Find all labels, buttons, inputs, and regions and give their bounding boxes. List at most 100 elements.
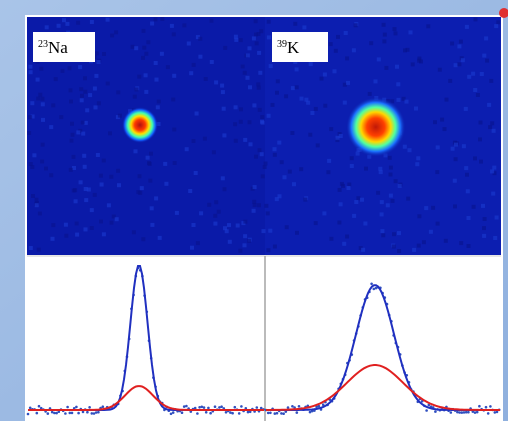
noise-pixel <box>388 172 393 177</box>
noise-pixel <box>247 120 252 125</box>
noise-pixel <box>388 165 393 170</box>
noise-pixel <box>251 36 256 41</box>
noise-pixel <box>62 18 66 23</box>
noise-pixel <box>417 214 422 219</box>
noise-pixel <box>83 89 88 94</box>
noise-pixel <box>282 175 287 180</box>
data-point <box>449 411 453 414</box>
noise-pixel <box>83 227 88 232</box>
noise-pixel <box>213 221 218 226</box>
noise-pixel <box>214 200 219 205</box>
data-point <box>94 411 98 414</box>
noise-pixel <box>96 60 101 64</box>
noise-pixel <box>277 194 282 199</box>
noise-pixel <box>83 187 88 191</box>
noise-pixel <box>433 120 437 125</box>
noise-pixel <box>252 103 257 108</box>
noise-pixel <box>268 64 273 69</box>
noise-pixel <box>117 183 121 188</box>
data-point <box>224 411 228 414</box>
noise-pixel <box>485 58 490 63</box>
noise-pixel <box>191 62 196 67</box>
noise-pixel <box>260 120 265 125</box>
noise-pixel <box>379 212 384 217</box>
noise-pixel <box>73 199 78 204</box>
noise-pixel <box>251 208 256 213</box>
noise-pixel <box>193 171 198 175</box>
noise-pixel <box>28 162 33 166</box>
data-point <box>467 410 470 414</box>
noise-pixel <box>248 85 252 90</box>
noise-pixel <box>34 203 39 208</box>
data-point <box>70 411 74 415</box>
noise-pixel <box>454 142 458 147</box>
noise-pixel <box>482 233 487 238</box>
noise-pixel <box>44 166 48 171</box>
noise-pixel <box>89 20 94 24</box>
noise-pixel <box>338 202 343 207</box>
noise-pixel <box>79 98 84 103</box>
noise-pixel <box>294 85 299 90</box>
noise-pixel <box>238 248 243 253</box>
data-point <box>425 409 428 412</box>
noise-pixel <box>28 70 33 75</box>
data-point <box>269 411 272 415</box>
data-point <box>237 412 241 415</box>
noise-pixel <box>148 178 153 183</box>
noise-pixel <box>414 106 418 111</box>
noise-pixel <box>473 156 477 161</box>
data-point <box>213 405 217 409</box>
noise-pixel <box>460 58 465 63</box>
noise-pixel <box>159 51 164 56</box>
noise-pixel <box>345 56 350 61</box>
noise-pixel <box>490 121 495 126</box>
noise-pixel <box>358 246 363 251</box>
profiles <box>26 265 501 416</box>
data-point <box>55 411 58 415</box>
noise-pixel <box>471 71 476 76</box>
noise-pixel <box>360 197 364 202</box>
noise-pixel <box>254 154 258 159</box>
noise-pixel <box>44 25 49 30</box>
noise-pixel <box>405 47 410 52</box>
noise-pixel <box>412 247 417 252</box>
noise-pixel <box>134 87 139 92</box>
data-point <box>374 286 378 290</box>
noise-pixel <box>134 46 139 51</box>
noise-pixel <box>95 153 100 157</box>
noise-pixel <box>94 73 99 78</box>
noise-pixel <box>329 236 334 241</box>
noise-pixel <box>272 244 277 249</box>
noise-pixel <box>342 100 347 105</box>
noise-pixel <box>329 127 334 132</box>
noise-pixel <box>98 173 103 178</box>
noise-pixel <box>106 203 111 208</box>
noise-pixel <box>198 36 203 41</box>
noise-pixel <box>270 102 275 107</box>
noise-pixel <box>378 170 383 175</box>
noise-pixel <box>108 131 112 136</box>
noise-pixel <box>174 210 179 215</box>
noise-pixel <box>171 97 176 102</box>
noise-pixel <box>69 99 73 104</box>
data-point <box>46 412 50 415</box>
noise-pixel <box>435 145 440 150</box>
noise-pixel <box>361 247 366 252</box>
data-point <box>209 411 212 415</box>
data-point <box>92 412 96 415</box>
noise-pixel <box>223 45 228 50</box>
noise-pixel <box>328 42 333 47</box>
noise-pixel <box>266 248 271 253</box>
noise-pixel <box>494 215 499 220</box>
data-point <box>489 405 492 408</box>
data-point <box>495 410 499 414</box>
noise-pixel <box>28 64 33 69</box>
noise-pixel <box>393 31 398 36</box>
data-point <box>207 406 210 410</box>
noise-pixel <box>349 164 354 168</box>
noise-pixel <box>171 32 176 37</box>
noise-pixel <box>466 216 471 220</box>
noise-pixel <box>153 61 158 65</box>
data-point <box>434 410 437 413</box>
